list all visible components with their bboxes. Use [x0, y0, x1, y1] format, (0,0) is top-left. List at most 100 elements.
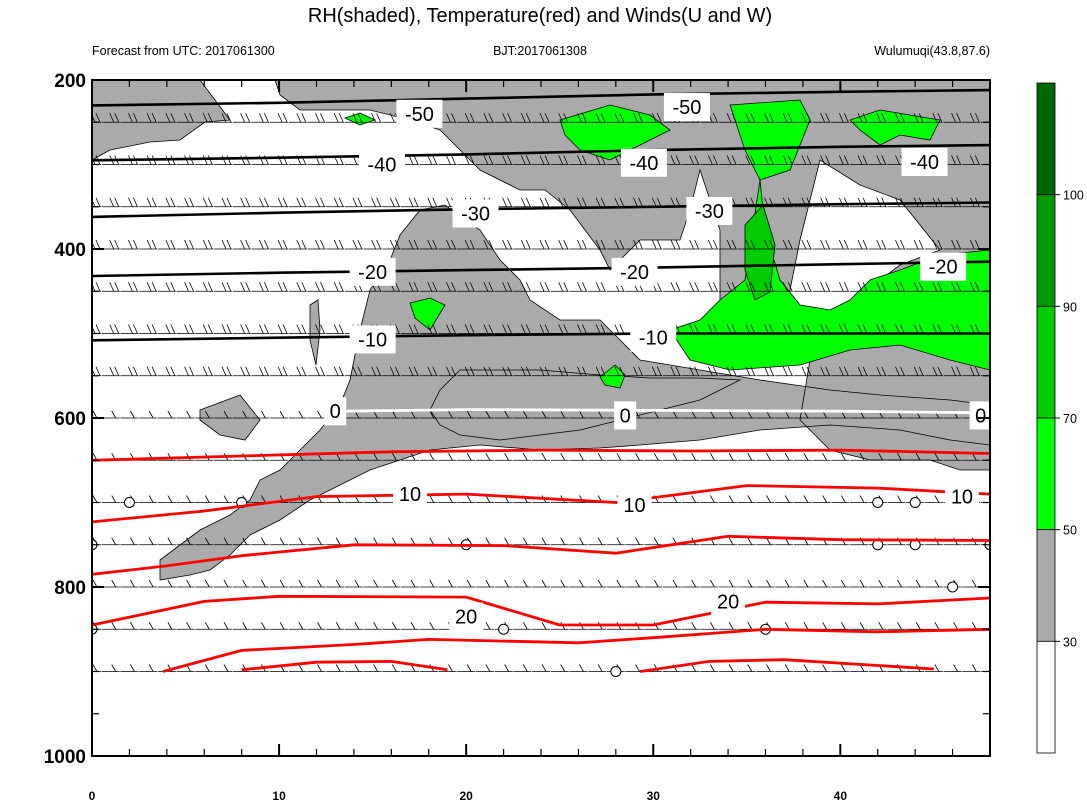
wind-barb-flag	[600, 155, 606, 165]
wind-barb-flag	[857, 155, 863, 165]
forecast-subtitle: Forecast from UTC: 2017061300	[92, 44, 275, 58]
wind-barb-flag	[502, 239, 507, 250]
wind-barb-flag	[226, 239, 232, 250]
wind-barb-flag	[597, 453, 603, 461]
wind-barb-flag	[522, 622, 528, 630]
wind-barb-flag	[451, 239, 456, 250]
wind-barb-flag	[298, 664, 304, 672]
colorbar-segment	[1036, 640, 1056, 754]
wind-barb-flag	[876, 366, 882, 376]
wind-barb-flag	[635, 664, 640, 672]
wind-barb-flag	[279, 410, 285, 419]
wind-barb-flag	[857, 113, 863, 123]
wind-barb-flag	[881, 197, 887, 207]
wind-barb-flag	[282, 239, 288, 250]
contour-label: 20	[717, 591, 739, 613]
wind-barb-flag	[240, 239, 246, 250]
wind-barb-flag	[320, 113, 325, 123]
wind-barb-flag	[357, 197, 363, 207]
wind-barb-flag	[204, 537, 210, 545]
wind-barb-flag	[582, 282, 587, 292]
wind-barb-flag	[525, 155, 531, 165]
wind-barb-flag	[862, 197, 868, 207]
wind-barb-flag	[619, 366, 625, 376]
wind-barb-flag	[595, 113, 601, 123]
wind-barb-flag	[92, 410, 98, 419]
wind-barb-flag	[109, 113, 115, 123]
wind-barb-flag	[784, 579, 790, 588]
wind-barb-flag	[279, 622, 285, 630]
contour-label: -10	[639, 328, 668, 350]
x-tick-label: 0	[89, 789, 96, 803]
wind-barb-flag	[413, 366, 419, 376]
x-tick-label: 30	[647, 789, 661, 803]
wind-barb-flag	[507, 324, 512, 334]
wind-barb-flag	[600, 324, 606, 334]
wind-barb-flag	[897, 453, 902, 461]
wind-barb-flag	[994, 113, 998, 122]
wind-barb-flag	[92, 579, 98, 588]
wind-barb-flag	[520, 282, 526, 292]
contour-label-box	[449, 602, 484, 631]
wind-barb-flag	[857, 239, 863, 250]
wind-barb-flag	[469, 155, 475, 165]
wind-barb-flag	[726, 324, 732, 334]
wind-barb-flag	[694, 155, 700, 165]
wind-barb-flag	[600, 197, 606, 207]
wind-barb-flag	[354, 622, 360, 630]
wind-barb-flag	[427, 366, 433, 376]
wind-barb-flag	[114, 197, 120, 207]
wind-barb-flag	[769, 282, 774, 292]
wind-barb-flag	[838, 155, 844, 165]
wind-barb-flag	[710, 664, 715, 672]
calm-wind-marker	[947, 581, 959, 593]
wind-barb-flag	[859, 622, 865, 630]
wind-barb-flag	[95, 197, 101, 207]
wind-barb-flag	[373, 622, 378, 630]
wind-barb-flag	[539, 324, 545, 334]
wind-barb-flag	[240, 324, 246, 334]
wind-barb-flag	[689, 282, 695, 292]
wind-barb-flag	[934, 495, 940, 503]
wind-barb-flag	[991, 622, 995, 629]
wind-barb-flag	[261, 410, 266, 419]
wind-barb-flag	[151, 239, 157, 250]
wind-barb-flag	[653, 537, 659, 545]
wind-barb-flag	[731, 366, 737, 376]
wind-barb-flag	[279, 537, 285, 545]
wind-barb-flag	[317, 664, 322, 672]
wind-barb-flag	[464, 282, 470, 292]
wind-barb-flag	[784, 664, 790, 672]
wind-barb-flag	[563, 113, 569, 123]
wind-barb-flag	[485, 410, 491, 419]
wind-barb-flag	[223, 495, 229, 503]
wind-barb-flag	[544, 155, 550, 165]
wind-barb-flag	[579, 453, 584, 461]
calm-wind-marker	[610, 666, 622, 677]
wind-barb-flag	[991, 496, 995, 503]
wind-barb-flag	[148, 664, 154, 672]
wind-barb-flag	[595, 324, 601, 334]
wind-barb-flag	[261, 537, 266, 545]
wind-barb-flag	[840, 622, 846, 630]
wind-barb-flag	[971, 664, 977, 672]
wind-barb-flag	[464, 113, 470, 123]
wind-barb-flag	[277, 324, 283, 334]
wind-barb-flag	[934, 664, 940, 672]
wind-barb-flag	[544, 239, 550, 250]
wind-barb-flag	[579, 579, 584, 588]
wind-barb-flag	[974, 324, 980, 334]
wind-barb-flag	[167, 495, 173, 503]
wind-barb-flag	[766, 495, 771, 503]
wind-barb-flag	[801, 282, 807, 292]
wind-barb-flag	[432, 197, 438, 207]
wind-barb-flag	[128, 324, 133, 334]
wind-barb-flag	[504, 537, 509, 545]
wind-barb-flag	[242, 410, 248, 419]
wind-barb-flag	[895, 324, 900, 334]
wind-barb-flag	[801, 113, 807, 123]
wind-barb-flag	[525, 366, 531, 376]
wind-barb-flag	[895, 113, 900, 123]
wind-barb-flag	[918, 282, 924, 292]
